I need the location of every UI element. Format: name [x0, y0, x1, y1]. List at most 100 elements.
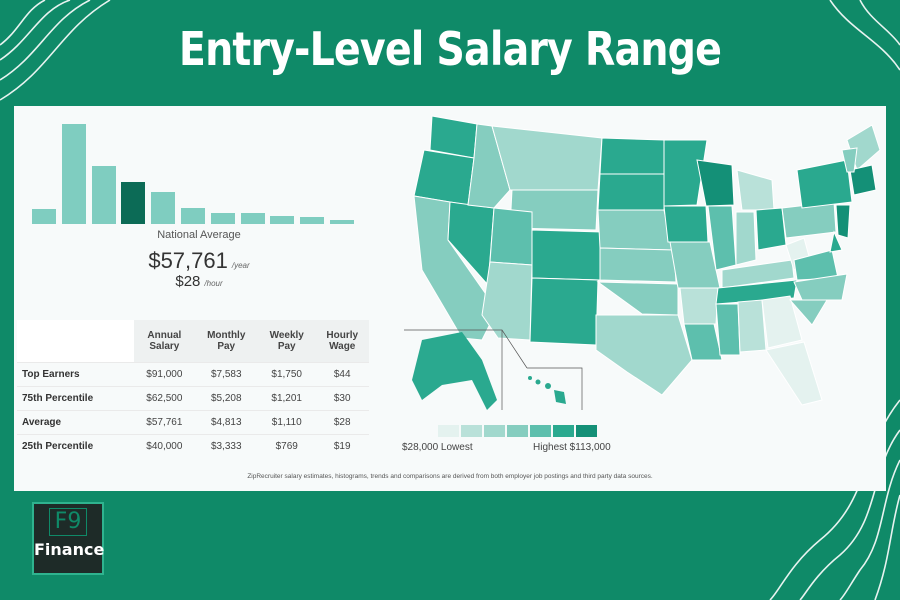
cell: $19: [315, 433, 369, 458]
state-mo: [669, 241, 721, 289]
cell: $57,761: [134, 409, 195, 434]
state-co: [531, 229, 603, 281]
salary-table: Annual Salary Monthly Pay Weekly Pay Hourly…: [17, 320, 369, 458]
cell: $30: [315, 385, 369, 410]
state-az: [481, 261, 533, 341]
header-hourly: Hourly Wage: [315, 320, 369, 362]
f9-finance-logo: F9 Finance: [32, 502, 104, 575]
legend-swatch: [553, 425, 574, 437]
histogram-bar: [270, 215, 295, 224]
cell: $1,750: [257, 361, 316, 386]
histogram-bar: [210, 212, 235, 224]
state-ga: [761, 295, 803, 349]
header-weekly: Weekly Pay: [257, 320, 316, 362]
histogram-bar: [240, 212, 265, 224]
state-oh: [755, 207, 787, 251]
annual-unit: /year: [231, 261, 250, 270]
annual-value: $57,761: [148, 248, 228, 273]
state-ky: [721, 259, 795, 289]
state-ok: [596, 281, 679, 316]
table-row: 25th Percentile $40,000 $3,333 $769 $19: [17, 433, 369, 458]
state-nd: [599, 137, 665, 175]
cell: $44: [315, 361, 369, 386]
salary-panel: National Average $57,761/year $28/hour A…: [14, 106, 886, 491]
hourly-value: $28: [175, 273, 201, 290]
legend-swatch: [438, 425, 459, 437]
legend-swatch: [576, 425, 597, 437]
histogram-bar: [330, 219, 354, 224]
state-sd: [597, 173, 665, 211]
header-monthly: Monthly Pay: [194, 320, 258, 362]
state-ny: [796, 159, 853, 209]
state-or: [413, 149, 475, 206]
histogram-bar: [181, 207, 205, 224]
header-blank: [17, 320, 135, 362]
cell: $28: [315, 409, 369, 434]
state-ut: [489, 207, 533, 266]
page-title: Entry-Level Salary Range: [178, 22, 722, 76]
state-mn: [663, 139, 708, 207]
row-label: 75th Percentile: [17, 385, 135, 410]
legend-swatch: [484, 425, 505, 437]
table-header: Annual Salary Monthly Pay Weekly Pay Hourly…: [17, 320, 369, 362]
logo-finance: Finance: [34, 540, 105, 559]
histogram-bar: [61, 124, 86, 224]
histogram-bar: [91, 166, 116, 224]
header-annual: Annual Salary: [134, 320, 195, 362]
cell: $62,500: [134, 385, 195, 410]
row-label: Average: [17, 409, 135, 434]
cell: $5,208: [194, 385, 258, 410]
histogram-bar: [121, 181, 146, 224]
legend-swatch: [507, 425, 528, 437]
cell: $3,333: [194, 433, 258, 458]
logo-f9: F9: [49, 508, 87, 536]
cell: $1,201: [257, 385, 316, 410]
state-nj: [835, 204, 851, 239]
cell: $91,000: [134, 361, 195, 386]
table-row: Top Earners $91,000 $7,583 $1,750 $44: [17, 361, 369, 386]
hourly-average: $28/hour: [14, 273, 384, 290]
state-sc: [788, 299, 828, 326]
state-ak: [412, 332, 497, 410]
salary-histogram: [32, 118, 362, 224]
state-fl: [765, 341, 823, 406]
histogram-bar: [300, 216, 325, 224]
state-tx: [595, 314, 693, 396]
state-ma: [849, 164, 877, 196]
row-label: 25th Percentile: [17, 433, 135, 458]
national-average-label: National Average: [157, 229, 241, 241]
us-salary-map: [404, 115, 881, 410]
state-nc: [793, 273, 848, 301]
footnote: ZipRecruiter salary estimates, histogram…: [247, 473, 653, 480]
cell: $1,110: [257, 409, 316, 434]
state-vt-nh: [841, 147, 858, 173]
histogram-bar: [32, 208, 56, 224]
table-row: Average $57,761 $4,813 $1,110 $28: [17, 409, 369, 434]
legend-low-label: $28,000 Lowest: [402, 442, 473, 453]
state-ia: [663, 205, 709, 243]
row-label: Top Earners: [17, 361, 135, 386]
annual-average: $57,761/year: [14, 248, 384, 274]
histogram-bar: [151, 191, 176, 224]
state-md: [829, 230, 843, 253]
state-nm: [529, 277, 599, 346]
state-mt: [491, 125, 603, 191]
state-hi: [528, 376, 566, 404]
cell: $7,583: [194, 361, 258, 386]
state-la: [683, 323, 723, 361]
state-ar: [679, 287, 719, 325]
map-legend: [438, 425, 597, 437]
legend-high-label: Highest $113,000: [533, 442, 611, 453]
cell: $769: [257, 433, 316, 458]
cell: $4,813: [194, 409, 258, 434]
state-ne: [597, 209, 673, 251]
state-al: [737, 299, 767, 353]
state-wi: [696, 159, 735, 207]
state-ks: [599, 247, 677, 283]
hourly-unit: /hour: [204, 279, 223, 288]
legend-swatch: [461, 425, 482, 437]
cell: $40,000: [134, 433, 195, 458]
legend-swatch: [530, 425, 551, 437]
table-row: 75th Percentile $62,500 $5,208 $1,201 $30: [17, 385, 369, 410]
state-mi: [736, 169, 775, 211]
